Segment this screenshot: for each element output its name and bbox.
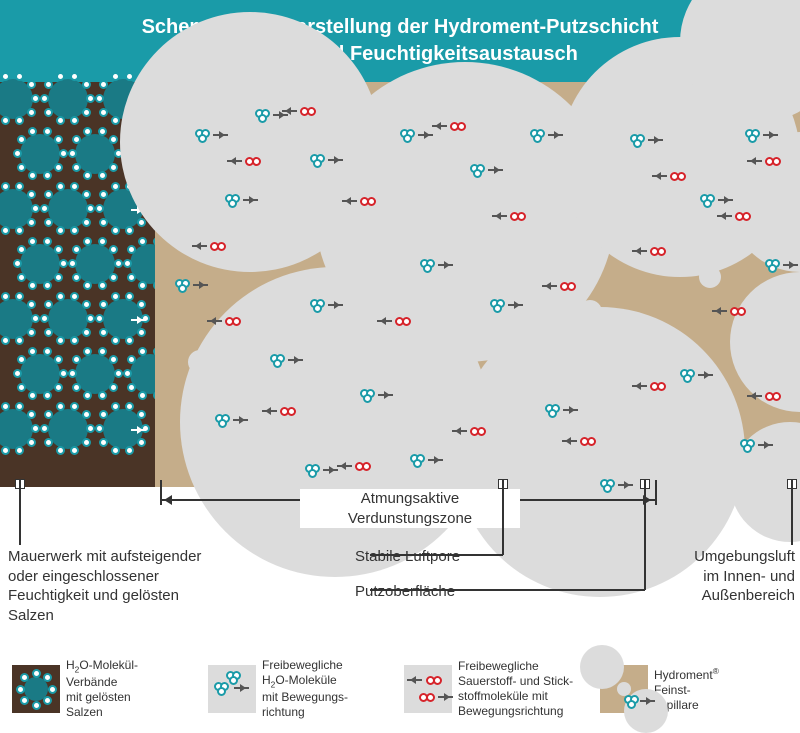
legend: H2O-Molekül-Verbändemit gelöstenSalzen F… xyxy=(0,650,800,730)
surface-label: Putzoberfläche xyxy=(355,582,455,602)
legend-icon-h2o xyxy=(208,665,256,713)
legend-icon-salt xyxy=(12,665,60,713)
legend-item: FreibeweglicheH2O-Molekülemit Bewegungs-… xyxy=(208,658,396,720)
masonry-label: Mauerwerk mit aufsteigender oder eingesc… xyxy=(8,547,213,625)
legend-icon-capillary xyxy=(600,665,648,713)
callouts: Atmungsaktive Verdunstungszone Mauerwerk… xyxy=(0,487,800,637)
legend-text: FreibeweglicheSauerstoff- und Stick-stof… xyxy=(458,659,573,719)
legend-text: H2O-Molekül-Verbändemit gelöstenSalzen xyxy=(66,658,138,720)
plaster-region xyxy=(155,82,800,487)
legend-icon-o2 xyxy=(404,665,452,713)
legend-text: FreibeweglicheH2O-Molekülemit Bewegungs-… xyxy=(262,658,348,720)
legend-item: Hydroment®Feinst-kapillare xyxy=(600,658,788,720)
ambient-label: Umgebungsluft im Innen- und Außenbereich xyxy=(680,547,795,606)
pore-label: Stabile Luftpore xyxy=(355,547,460,567)
legend-item: H2O-Molekül-Verbändemit gelöstenSalzen xyxy=(12,658,200,720)
legend-item: FreibeweglicheSauerstoff- und Stick-stof… xyxy=(404,658,592,720)
zone-label: Atmungsaktive Verdunstungszone xyxy=(300,489,520,528)
diagram xyxy=(0,82,800,487)
